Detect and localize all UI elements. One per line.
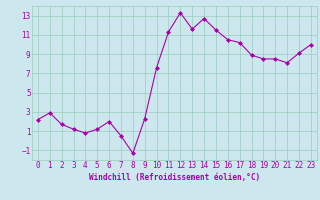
X-axis label: Windchill (Refroidissement éolien,°C): Windchill (Refroidissement éolien,°C) (89, 173, 260, 182)
